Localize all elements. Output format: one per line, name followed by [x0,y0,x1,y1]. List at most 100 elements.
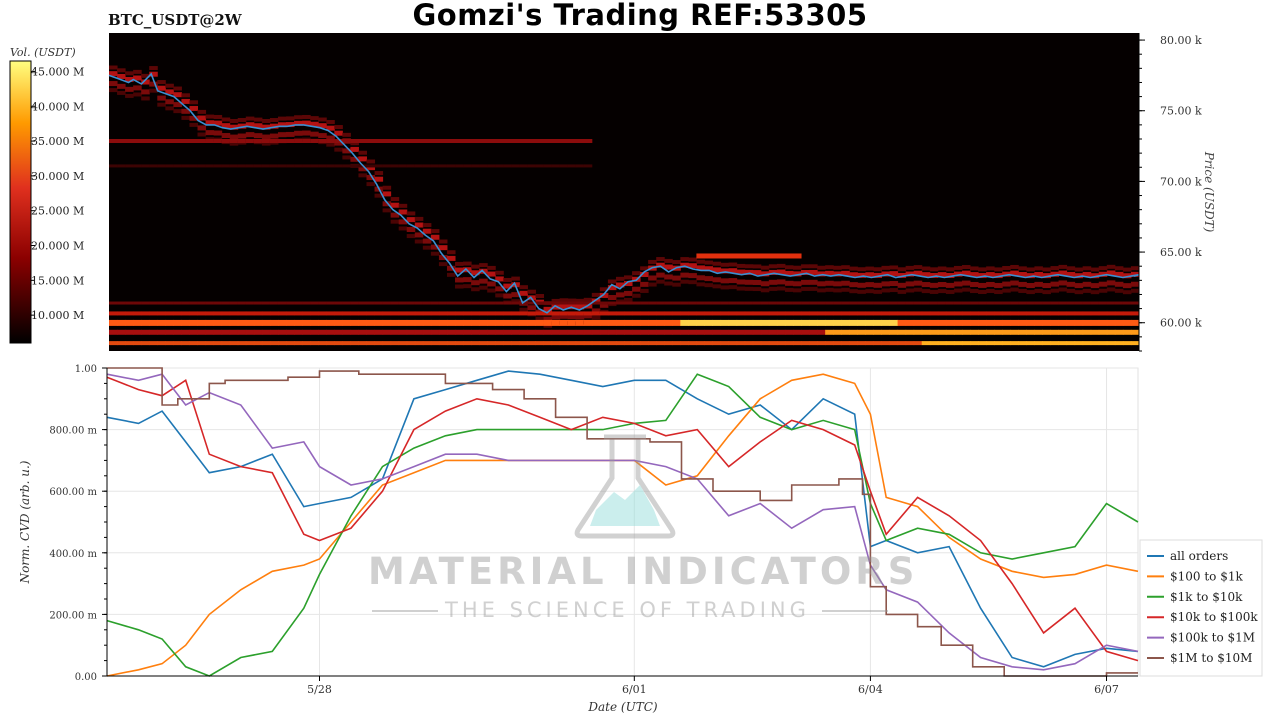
heat-cell [310,301,319,305]
heat-cell [575,304,585,310]
price-line [108,72,1140,314]
heat-cell [181,301,190,305]
heat-cell [294,120,303,126]
heat-cell [559,301,569,305]
heat-cell [414,164,424,168]
heat-cell [503,341,512,346]
heat-cell [615,329,625,335]
heat-cell [487,301,496,305]
heat-cell [945,282,955,288]
heat-cell [463,261,472,266]
heat-cell [471,319,480,326]
heat-cell [752,329,762,335]
heat-cell [833,265,842,270]
heat-cell [173,109,182,114]
heat-cell [712,253,722,259]
heat-cell [495,293,504,298]
heat-cell [1130,329,1140,335]
heat-cell [1122,311,1132,316]
heat-cell [551,311,561,316]
heat-cell [849,341,858,346]
cvd-y-tick-label: 800.00 m [49,426,97,437]
heat-cell [535,341,545,346]
heat-cell [1082,319,1092,326]
heat-cell [398,226,408,231]
heat-cell [463,164,472,168]
price-tick-label: 70.00 k [1160,175,1202,188]
heat-cell [471,164,480,168]
heat-cell [809,264,818,269]
series-line [106,370,1139,668]
heat-cell [656,257,665,262]
heat-cell [229,319,239,326]
heat-cell [1034,266,1043,271]
heat-cell [704,253,714,259]
heat-cell [1122,341,1132,346]
heat-cell [487,341,496,346]
heat-cell [865,329,874,335]
heat-cell [953,265,963,270]
heat-cell [438,341,448,346]
heat-cell [519,341,528,346]
heat-cell [591,319,601,326]
heat-cell [825,301,834,305]
heat-cell [471,280,480,286]
heat-cell [1106,264,1116,269]
heat-cell [277,164,287,168]
cvd-y-tick-label: 400.00 m [49,549,97,560]
heat-cell [688,263,697,269]
heat-cell [286,301,295,305]
heat-cell [535,164,545,168]
heat-cell [1106,280,1116,286]
heat-cell [406,311,416,316]
heat-cell [994,319,1003,326]
heat-cell [213,329,223,335]
heat-cell [149,81,158,87]
colorbar-label: Vol. (USDT) [10,46,76,59]
heat-cell [833,288,842,293]
heat-cell [261,139,271,143]
heat-cell [1082,288,1092,293]
heat-cell [487,288,496,293]
heat-cell [1098,319,1108,326]
heat-cell [109,301,118,305]
heat-cell [487,329,496,335]
heat-cell [133,139,142,143]
heat-cell [543,311,553,316]
heat-cell [567,314,577,320]
heat-cell [664,311,673,316]
heat-cell [632,293,641,298]
heat-cell [543,301,553,305]
heat-cell [575,314,585,320]
heat-cell [149,66,158,71]
cvd-y-tick-label: 0.00 [75,672,97,683]
heat-cell [495,311,504,316]
heat-cell [937,311,947,316]
heat-cell [149,329,158,335]
heat-cell [197,301,207,305]
heat-cell [1074,319,1084,326]
cvd-y-tick-label: 1.00 [75,364,97,375]
heat-cell [382,208,392,213]
heat-cell [165,164,174,168]
heat-cell [117,319,126,326]
heat-cell [141,341,150,346]
heat-cell [318,164,327,168]
heat-cell [189,122,199,127]
heat-cell [559,164,569,168]
heat-cell [149,301,158,305]
heat-cell [261,301,271,305]
heat-cell [607,295,617,301]
heat-cell [680,262,689,268]
heat-cell [117,83,126,89]
heat-cell [599,301,609,305]
heat-cell [1026,319,1035,326]
heat-cell [591,308,601,314]
heat-cell [157,85,166,91]
heat-cell [350,311,359,316]
heat-cell [237,123,247,129]
heat-cell [583,329,593,335]
heat-cell [543,319,553,326]
heat-cell [720,301,730,305]
heat-cell [446,139,456,143]
